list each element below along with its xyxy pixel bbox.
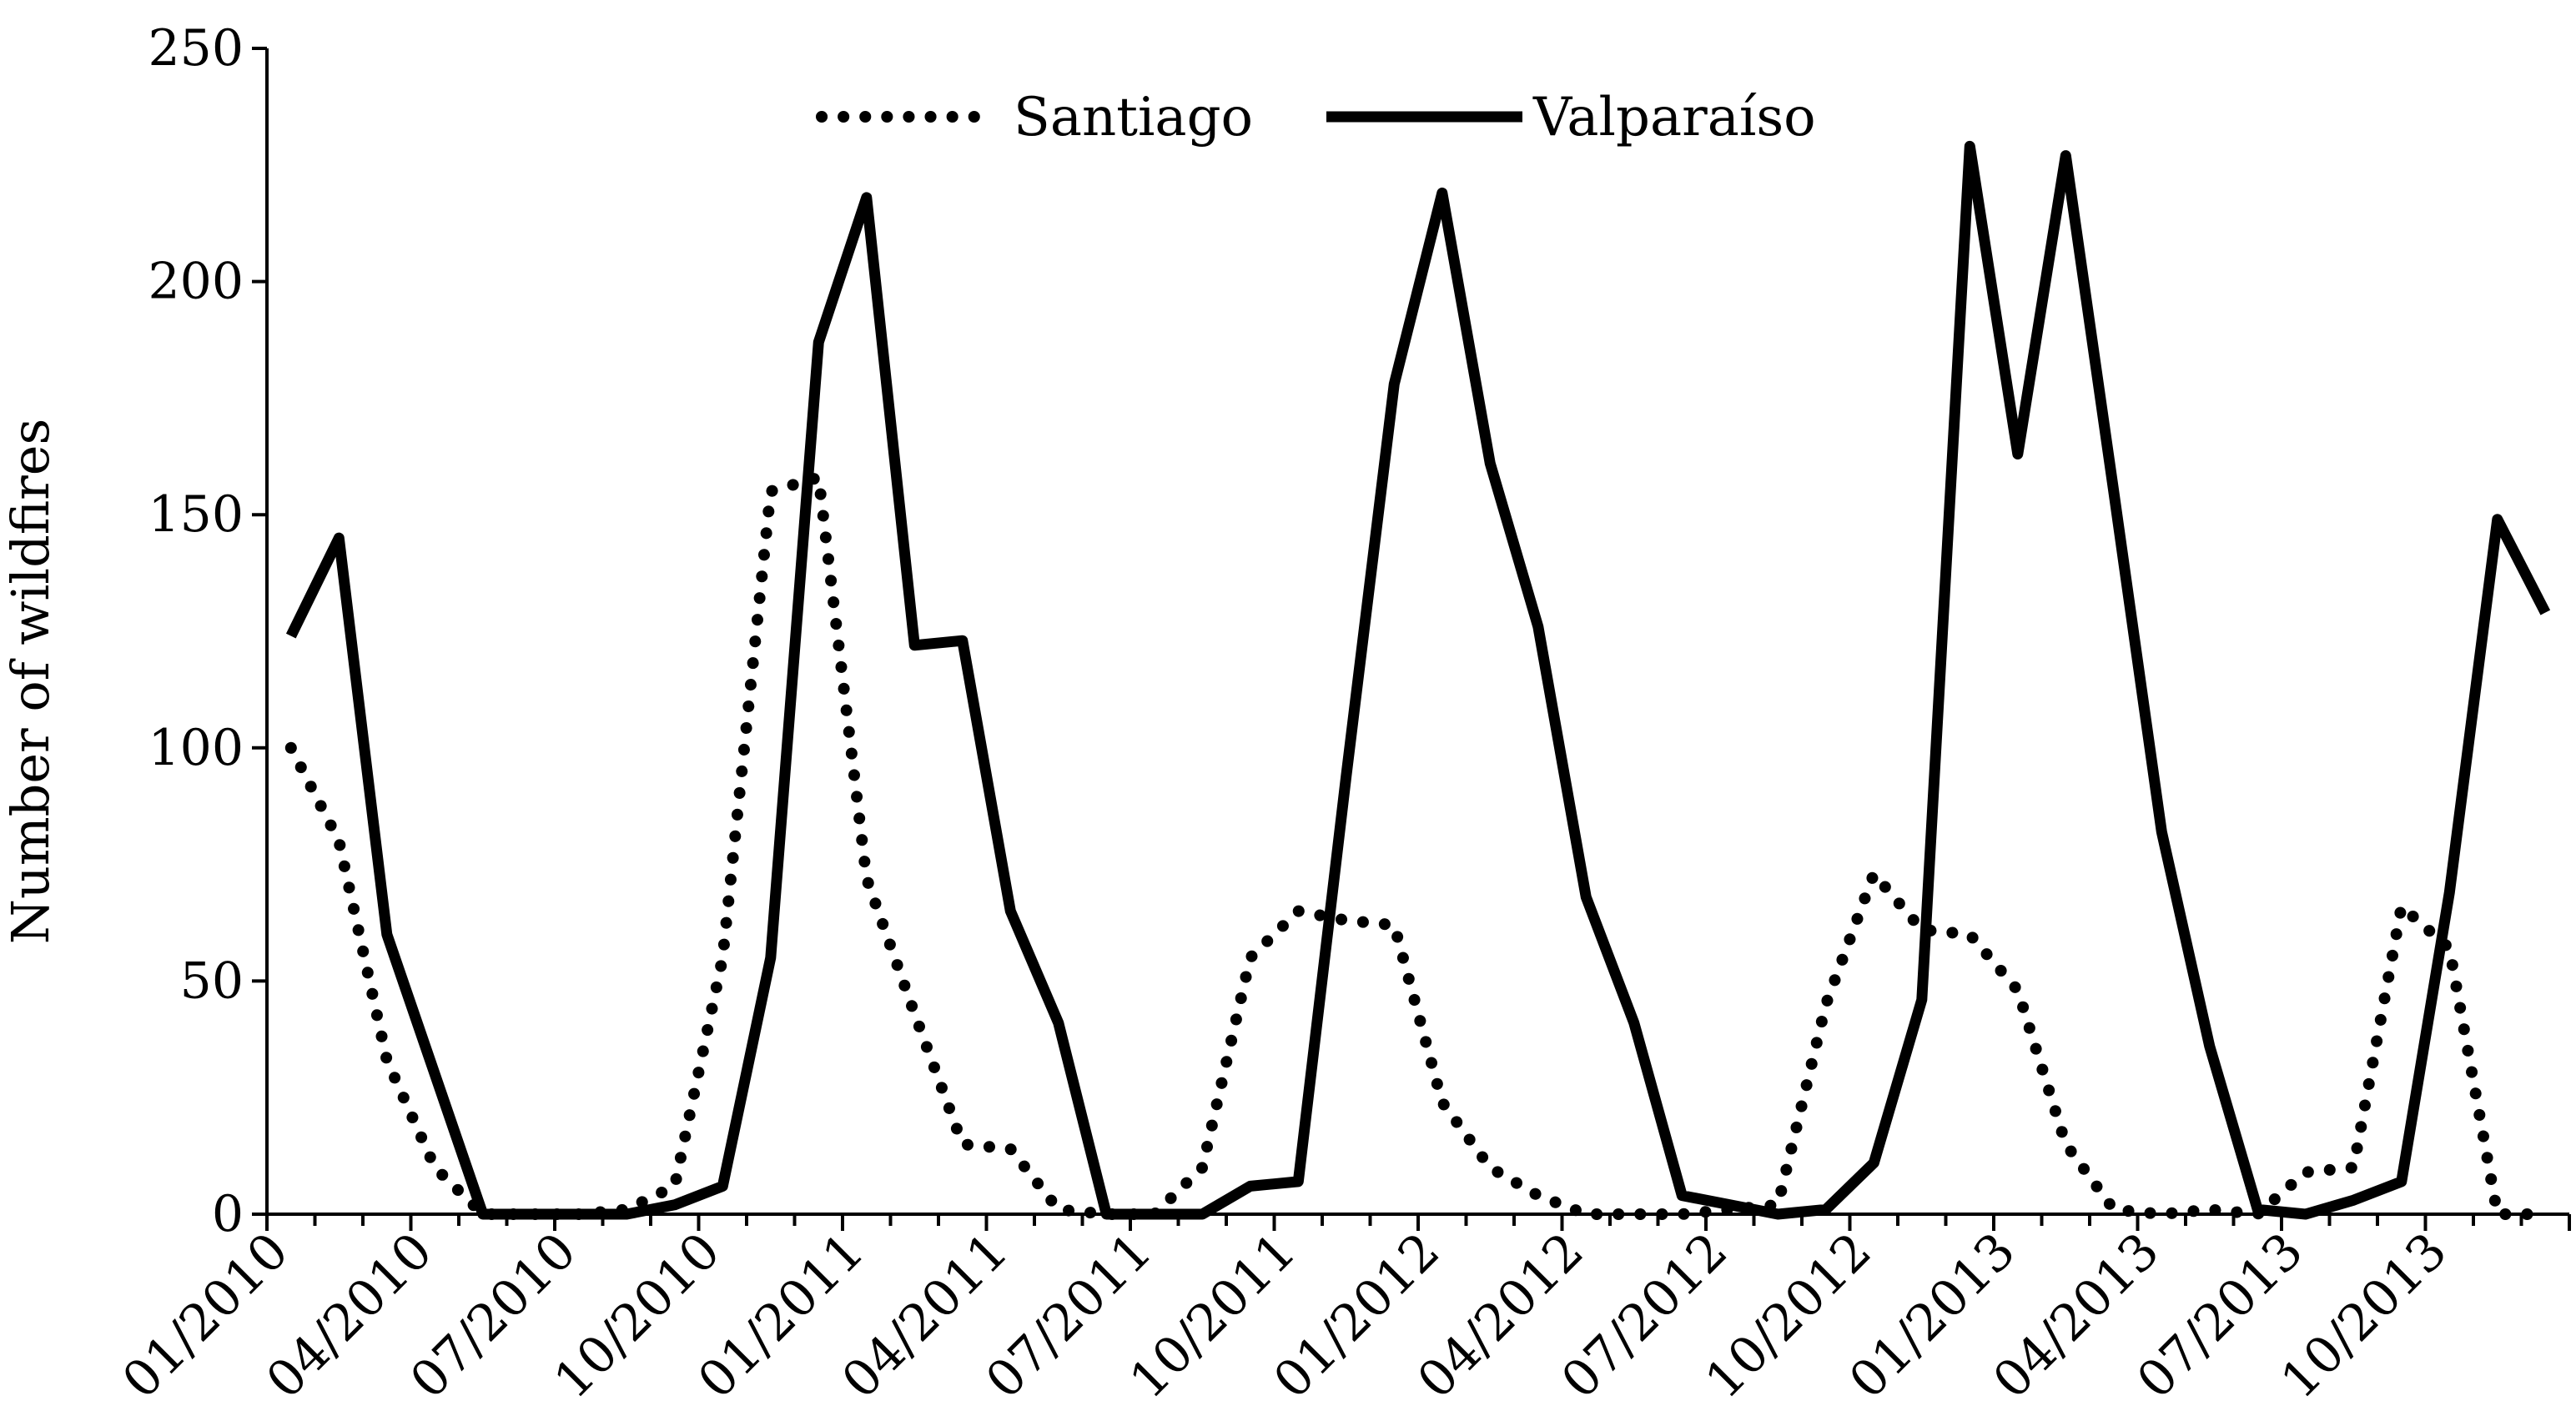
series-line-valparaiso [285, 140, 2551, 1220]
y-tick-label: 50 [180, 952, 244, 1010]
series-line-santiago [284, 471, 2552, 1220]
legend-label-santiago: Santiago [1014, 87, 1253, 148]
y-tick-label: 0 [212, 1185, 244, 1243]
legend: Santiago Valparaíso [816, 87, 1816, 148]
y-axis-title: Number of wildfires [0, 419, 61, 945]
series-layer [284, 140, 2552, 1220]
y-tick-label: 100 [148, 719, 244, 777]
legend-label-valparaiso: Valparaíso [1532, 87, 1816, 148]
y-tick-label: 150 [148, 485, 244, 544]
y-tick-label: 250 [148, 19, 244, 78]
y-tick-label: 200 [148, 253, 244, 311]
